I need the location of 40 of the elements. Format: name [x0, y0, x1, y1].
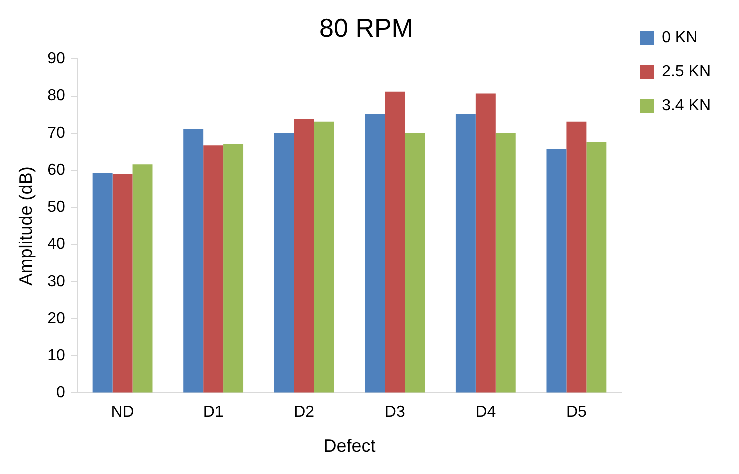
x-tick-label: D3	[384, 404, 406, 422]
legend-label: 0 KN	[662, 29, 698, 46]
legend-label: 2.5 KN	[662, 63, 712, 80]
bar	[405, 133, 426, 393]
y-axis-title: Amplitude (dB)	[16, 166, 36, 286]
bar	[496, 133, 516, 393]
y-tick-label: 10	[48, 347, 66, 364]
y-tick-label: 30	[48, 273, 66, 290]
bar	[456, 114, 476, 393]
x-tick-label: D2	[294, 404, 315, 422]
bar	[204, 146, 224, 393]
bar	[546, 149, 567, 393]
bar	[566, 122, 587, 393]
y-tick-label: 90	[48, 50, 66, 68]
x-tick-label: D1	[203, 404, 224, 422]
y-tick-label: 70	[48, 124, 66, 142]
x-axis-title: Defect	[324, 436, 376, 456]
x-tick-label: D5	[566, 404, 588, 422]
bar	[314, 122, 334, 393]
bar	[224, 144, 244, 393]
bar	[586, 142, 607, 393]
x-tick-label: D4	[476, 404, 496, 422]
bar	[112, 174, 133, 393]
y-tick-label: 40	[48, 236, 66, 254]
y-tick-label: 20	[48, 310, 66, 328]
bar	[274, 133, 294, 393]
y-tick-label: 60	[48, 162, 66, 179]
bar	[132, 164, 153, 393]
y-tick-label: 0	[56, 384, 66, 402]
y-tick-label: 80	[48, 88, 66, 105]
y-tick-label: 50	[48, 199, 66, 216]
chart-title: 80 RPM	[320, 12, 414, 43]
bar	[294, 119, 314, 393]
bar	[385, 92, 406, 393]
bar	[92, 173, 113, 393]
x-tick-label: ND	[111, 404, 134, 422]
bar	[184, 129, 204, 393]
legend-label: 3.4 KN	[662, 97, 712, 114]
bar	[365, 114, 386, 393]
bar	[476, 94, 496, 393]
